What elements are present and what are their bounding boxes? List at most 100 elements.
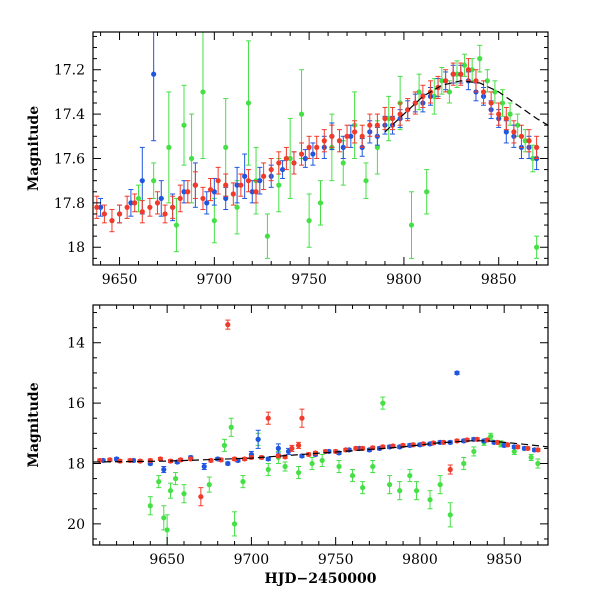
data-point-green xyxy=(461,456,467,471)
data-point-green xyxy=(245,40,252,166)
marker xyxy=(454,71,460,77)
data-point-red xyxy=(450,62,456,86)
data-point-green xyxy=(380,396,386,410)
data-point-blue xyxy=(151,32,157,142)
marker xyxy=(299,415,305,421)
marker xyxy=(158,195,164,202)
marker xyxy=(109,218,115,224)
marker xyxy=(298,151,305,157)
data-point-red xyxy=(412,91,418,115)
y-tick-label: 17.2 xyxy=(54,63,85,79)
data-point-blue xyxy=(302,149,308,168)
data-point-red xyxy=(488,91,494,115)
data-point-red xyxy=(511,120,517,144)
data-point-green xyxy=(416,73,422,111)
x-tick-label: 9700 xyxy=(234,552,270,568)
marker xyxy=(154,200,161,206)
data-point-red xyxy=(162,204,168,224)
marker xyxy=(507,111,513,117)
marker xyxy=(228,424,234,430)
data-point-red xyxy=(484,437,490,443)
series-red xyxy=(97,319,541,507)
data-point-red xyxy=(382,106,388,131)
marker xyxy=(221,442,228,448)
data-point-green xyxy=(446,80,453,104)
marker xyxy=(249,189,255,195)
marker xyxy=(352,129,358,135)
marker xyxy=(349,472,356,479)
marker xyxy=(515,122,521,128)
y-tick-label: 17.6 xyxy=(54,151,85,167)
data-point-blue xyxy=(225,460,231,467)
marker xyxy=(223,182,229,188)
marker xyxy=(225,322,231,328)
data-point-green xyxy=(287,118,293,199)
y-tick-label: 18 xyxy=(67,456,85,472)
data-point-red xyxy=(367,113,373,137)
marker xyxy=(200,195,206,202)
data-point-green xyxy=(282,461,288,472)
marker xyxy=(317,200,324,206)
marker xyxy=(446,89,453,95)
data-point-green xyxy=(188,113,195,204)
data-point-blue xyxy=(255,429,261,449)
marker xyxy=(173,222,180,228)
data-point-red xyxy=(314,135,320,159)
marker xyxy=(157,456,164,462)
marker xyxy=(282,463,288,470)
marker xyxy=(496,111,502,117)
marker xyxy=(139,209,145,215)
data-point-blue xyxy=(204,191,210,215)
marker xyxy=(245,178,252,184)
data-point-green xyxy=(336,459,342,474)
marker xyxy=(431,93,437,99)
data-point-red xyxy=(306,135,312,159)
marker xyxy=(147,503,153,509)
data-point-green xyxy=(437,475,443,495)
x-tick-label: 9850 xyxy=(481,272,517,288)
plot-area xyxy=(93,319,548,545)
data-point-red xyxy=(299,408,305,428)
data-point-blue xyxy=(257,166,263,195)
x-tick-label: 9850 xyxy=(486,552,522,568)
marker xyxy=(440,439,447,445)
marker xyxy=(257,178,263,184)
data-point-green xyxy=(221,438,228,452)
marker xyxy=(234,182,240,188)
marker xyxy=(287,155,293,162)
marker xyxy=(413,488,420,494)
data-point-green xyxy=(424,169,430,215)
marker xyxy=(198,494,204,500)
marker xyxy=(522,138,528,144)
marker xyxy=(231,521,238,527)
data-point-red xyxy=(282,454,288,460)
marker xyxy=(192,182,198,188)
marker xyxy=(310,151,316,157)
marker xyxy=(185,189,191,195)
data-point-green xyxy=(265,462,271,477)
series-blue xyxy=(100,370,538,474)
data-point-blue xyxy=(158,180,164,217)
marker xyxy=(279,166,286,173)
marker xyxy=(178,457,184,463)
data-point-red xyxy=(374,113,380,137)
marker xyxy=(265,415,271,421)
marker xyxy=(363,178,369,184)
data-point-green xyxy=(407,469,413,483)
marker xyxy=(181,122,187,128)
series-red xyxy=(94,58,540,233)
y-tick-label: 16 xyxy=(67,396,85,412)
marker xyxy=(340,144,346,150)
data-point-red xyxy=(178,457,184,463)
marker xyxy=(107,457,113,463)
data-point-red xyxy=(215,166,221,195)
marker xyxy=(298,111,305,117)
data-point-blue xyxy=(454,370,460,376)
marker xyxy=(170,204,176,210)
marker xyxy=(535,460,541,467)
marker xyxy=(124,204,130,210)
data-point-green xyxy=(228,417,234,437)
marker xyxy=(264,233,271,239)
marker xyxy=(248,454,255,461)
